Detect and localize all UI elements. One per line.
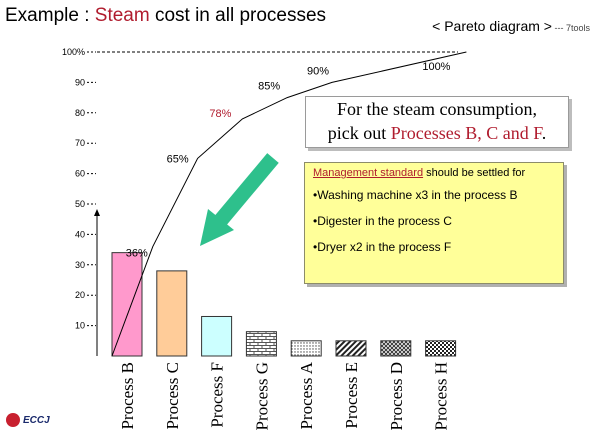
cumulative-label: 36%: [126, 248, 148, 260]
standard-item: •Digester in the process C: [313, 214, 452, 228]
category-label: Process C: [163, 362, 182, 430]
cumulative-label: 90%: [307, 65, 329, 77]
bar: [111, 252, 143, 357]
eccj-logo: ECCJ: [6, 413, 50, 427]
standard-heading-underlined: Management standard: [313, 167, 424, 179]
subtitle-small: --- 7tools: [551, 23, 590, 33]
standard-item: •Dryer x2 in the process F: [313, 240, 452, 254]
cumulative-polyline: [111, 51, 467, 357]
subtitle-main: < Pareto diagram >: [432, 18, 552, 34]
callout-line-2-prefix: pick out: [327, 123, 391, 143]
y-tick-label: 40: [75, 229, 85, 239]
y-tick-label: 60: [75, 169, 85, 179]
logo-mark-icon: [6, 413, 20, 427]
title-highlight: Steam: [94, 5, 150, 26]
cumulative-label: 65%: [167, 153, 189, 165]
standard-item: •Washing machine x3 in the process B: [313, 188, 518, 202]
bar: [245, 331, 277, 357]
y-tick-label: 50: [75, 199, 85, 209]
y-tick-label: 30: [75, 260, 85, 270]
management-standard-box: Management standard should be settled fo…: [304, 162, 564, 284]
y-tick-label: 10: [75, 321, 85, 331]
cumulative-line: 36% 65% 78% 85% 90% 100%: [111, 51, 467, 357]
callout-line-1: For the steam consumption,: [337, 99, 537, 119]
y-tick-label: 100%: [62, 47, 85, 57]
callout-line-2-highlight: Processes B, C and F: [390, 123, 542, 143]
callout-line-2-suffix: .: [541, 123, 547, 143]
y-tick-label: 90: [75, 77, 85, 87]
instruction-callout: For the steam consumption, pick out Proc…: [305, 96, 569, 148]
bar: [290, 340, 322, 357]
y-tick-label: 80: [75, 108, 85, 118]
title-suffix: cost in all processes: [149, 5, 327, 26]
standard-heading: Management standard should be settled fo…: [313, 167, 555, 179]
subtitle: < Pareto diagram > --- 7tools: [432, 18, 590, 34]
logo-text: ECCJ: [23, 414, 50, 426]
cumulative-label: 100%: [422, 61, 450, 73]
y-axis: 10 20 30 40 50 60 70 80 90 100%: [62, 47, 458, 356]
green-arrow-icon: [200, 153, 279, 246]
standard-heading-rest: should be settled for: [423, 167, 526, 179]
category-label: Process D: [387, 362, 406, 430]
bar: [380, 340, 412, 357]
bar: [201, 315, 233, 357]
category-label: Process E: [342, 362, 361, 429]
cumulative-label: 78%: [209, 108, 231, 120]
bar: [425, 340, 457, 357]
y-tick-label: 70: [75, 138, 85, 148]
category-label: Process H: [432, 362, 451, 430]
callout-line-2: pick out Processes B, C and F.: [306, 121, 568, 145]
y-axis-arrow-icon: [94, 209, 100, 216]
page-title: Example : Steam cost in all processes: [5, 5, 326, 27]
category-label: Process F: [208, 362, 227, 428]
category-labels: Process B Process C Process F Process G Proc…: [118, 361, 451, 430]
category-label: Process G: [252, 362, 271, 430]
y-tick-label: 20: [75, 290, 85, 300]
title-prefix: Example :: [5, 5, 95, 26]
cumulative-label: 85%: [258, 81, 280, 93]
bar: [335, 340, 367, 357]
category-label: Process A: [297, 361, 316, 429]
bar: [156, 270, 188, 357]
bars: [111, 252, 457, 357]
category-label: Process B: [118, 362, 137, 430]
